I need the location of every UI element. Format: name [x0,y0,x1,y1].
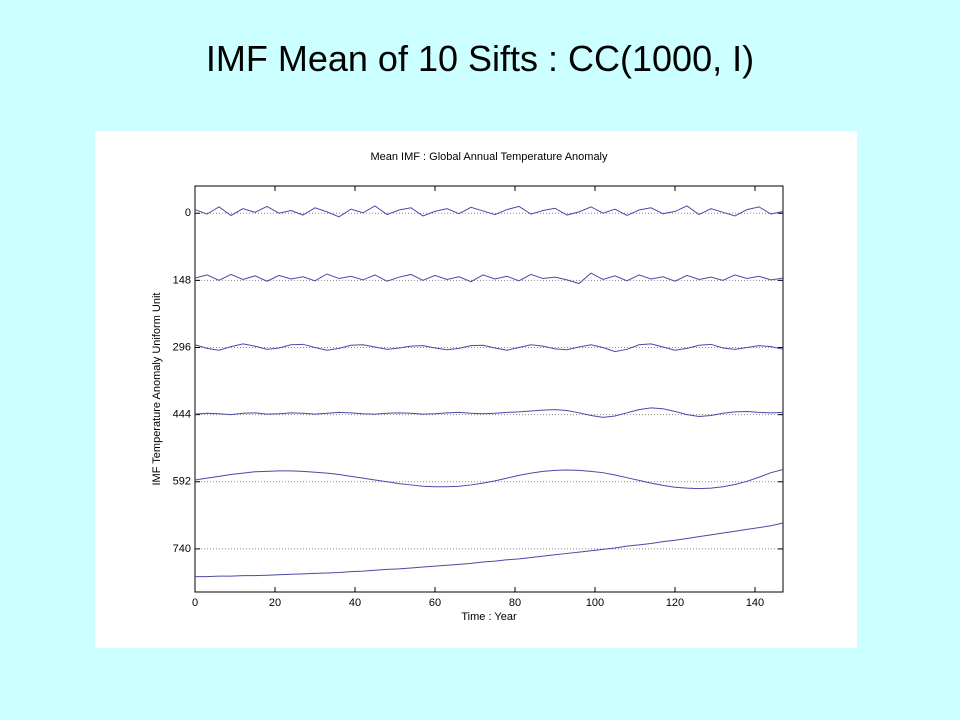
series-line [194,205,784,218]
y-tick-label: 148 [173,274,191,286]
y-axis-label: IMF Temperature Anomaly Uniform Unit [151,293,163,486]
series-line [194,272,784,285]
slide-title: IMF Mean of 10 Sifts : CC(1000, I) [205,38,755,79]
series-line [194,343,784,353]
plot-frame [194,185,784,593]
y-tick-label: 296 [173,341,191,353]
y-tick-label: 444 [173,409,191,421]
x-tick-label: 0 [192,597,198,609]
series-line [195,522,784,578]
series-line [194,407,784,418]
series-line [194,469,784,490]
x-tick-label: 140 [746,597,764,609]
chart-panel [95,131,857,648]
chart-title: Mean IMF : Global Annual Temperature Ano… [370,151,608,163]
y-tick-label: 592 [173,476,191,488]
y-tick-label: 740 [173,543,191,555]
x-tick-label: 40 [349,597,361,609]
y-tick-label: 0 [185,207,191,219]
x-tick-label: 20 [269,597,281,609]
x-axis-label: Time : Year [461,611,517,623]
x-tick-label: 120 [666,597,684,609]
x-tick-label: 80 [509,597,521,609]
x-tick-label: 100 [586,597,604,609]
x-tick-label: 60 [429,597,441,609]
